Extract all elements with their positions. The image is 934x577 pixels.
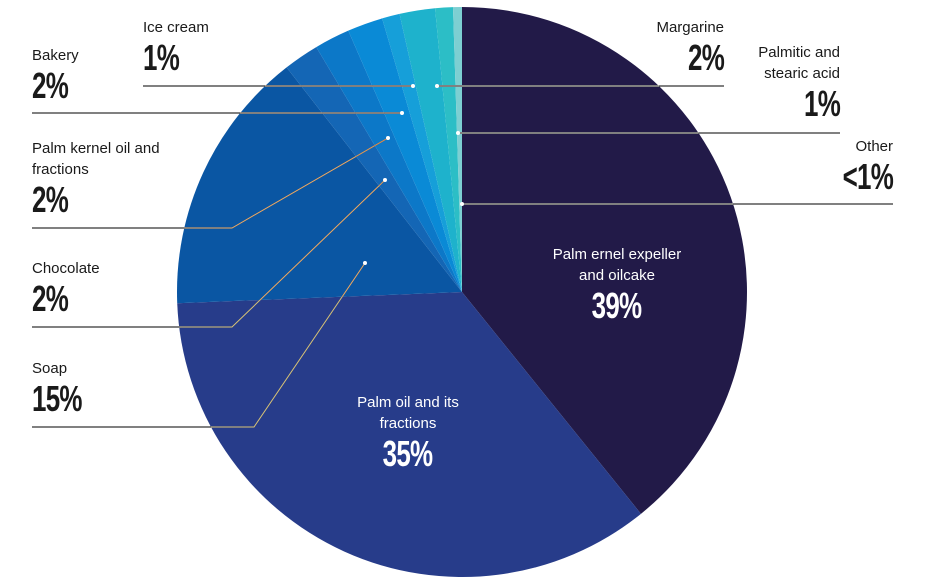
value-label: 15% bbox=[32, 378, 82, 419]
leader-dot bbox=[363, 261, 367, 265]
leader-dot bbox=[411, 84, 415, 88]
category-name: Margarine bbox=[656, 19, 724, 36]
leader-dot bbox=[383, 178, 387, 182]
leader-line bbox=[32, 179, 386, 328]
slice-label: Other <1% bbox=[693, 136, 894, 197]
pie-slice bbox=[316, 30, 462, 292]
leader-dot bbox=[386, 136, 390, 140]
pie-slice bbox=[382, 13, 462, 293]
category-name: Bakery bbox=[32, 47, 79, 64]
pie-slice bbox=[462, 7, 748, 514]
value-label: 2% bbox=[687, 37, 725, 78]
pie-slice bbox=[286, 47, 462, 292]
category-name: Other bbox=[855, 138, 893, 155]
slice-label: Palm kernel oil and fractions 2% bbox=[32, 138, 162, 220]
slice-label: Palm ernel expeller and oilcake 39% bbox=[552, 244, 682, 326]
leader-dot bbox=[435, 84, 439, 88]
category-name: Palm kernel oil and fractions bbox=[32, 140, 160, 178]
pie-slice bbox=[177, 67, 462, 304]
slice-label: Bakery 2% bbox=[32, 45, 232, 106]
leader-dot bbox=[400, 111, 404, 115]
leader-line bbox=[32, 262, 366, 428]
pie-slice bbox=[453, 7, 462, 292]
slice-label: Palmitic and stearic acid 1% bbox=[740, 42, 840, 124]
category-name: Palmitic and stearic acid bbox=[758, 44, 840, 82]
value-label: 1% bbox=[803, 83, 841, 124]
value-label: 2% bbox=[32, 278, 69, 319]
category-name: Chocolate bbox=[32, 260, 100, 277]
value-label: 2% bbox=[32, 179, 69, 220]
value-label: 35% bbox=[383, 433, 433, 474]
slice-label: Chocolate 2% bbox=[32, 258, 232, 319]
pie-slice bbox=[399, 8, 462, 292]
slice-label: Palm oil and its fractions 35% bbox=[353, 392, 463, 474]
pie-slice bbox=[348, 18, 462, 293]
value-label: 2% bbox=[32, 65, 69, 106]
slice-label: Soap 15% bbox=[32, 358, 232, 419]
leader-line bbox=[32, 137, 389, 229]
category-name: Palm oil and its fractions bbox=[357, 394, 459, 432]
leader-dot bbox=[456, 131, 460, 135]
value-label: <1% bbox=[842, 156, 894, 197]
category-name: Palm ernel expeller and oilcake bbox=[552, 246, 682, 284]
category-name: Ice cream bbox=[143, 19, 209, 36]
value-label: 39% bbox=[592, 285, 642, 326]
slice-label: Ice cream 1% bbox=[143, 17, 343, 78]
category-name: Soap bbox=[32, 360, 68, 377]
pie-slice bbox=[177, 292, 641, 577]
value-label: 1% bbox=[143, 37, 180, 78]
slice-label: Margarine 2% bbox=[524, 17, 724, 78]
pie-slice bbox=[435, 7, 462, 292]
leader-dot bbox=[460, 202, 464, 206]
